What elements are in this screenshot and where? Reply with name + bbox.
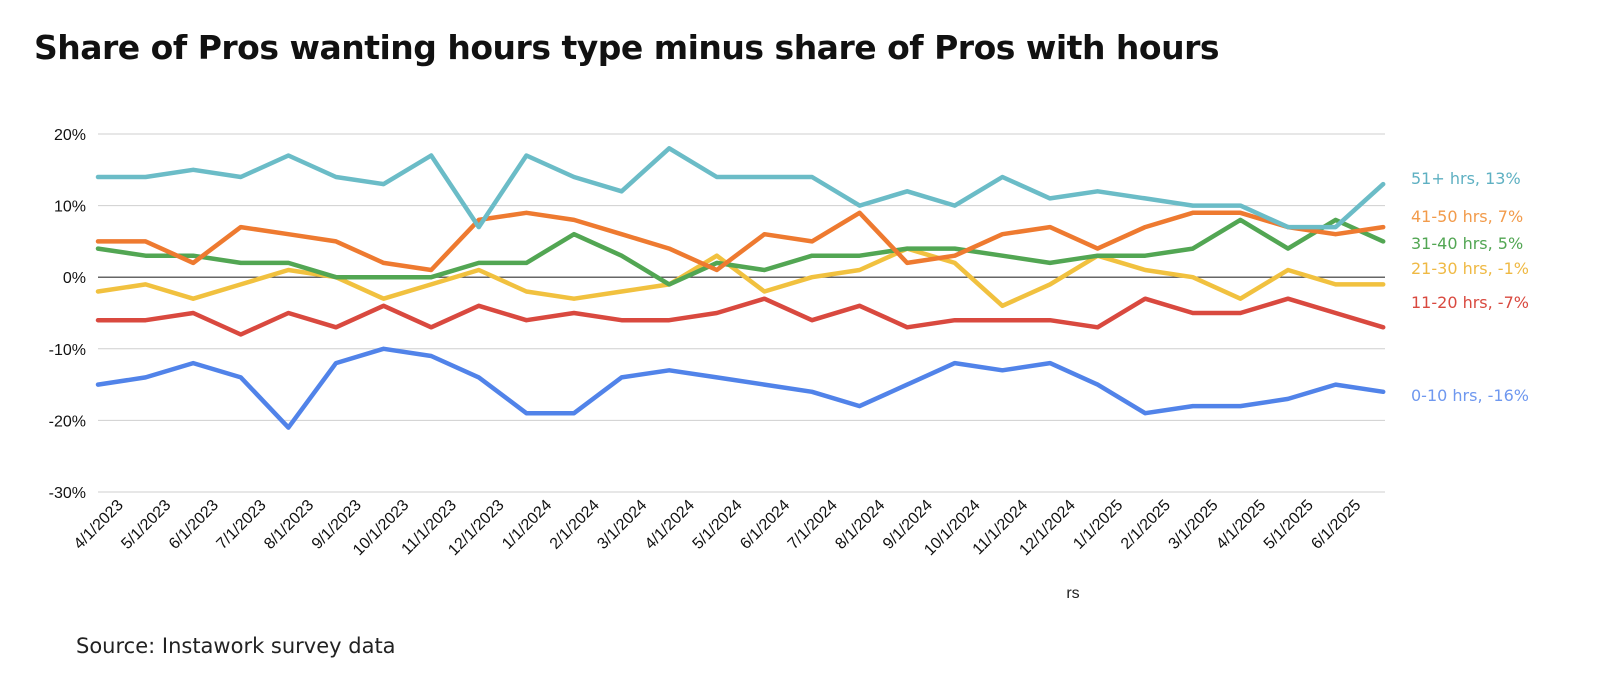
source-note: Source: Instawork survey data [76,634,396,658]
x-tick-label: 6/1/2025 [1308,497,1364,553]
series-end-label: 11-20 hrs, -7% [1411,293,1529,312]
x-tick-label: 7/1/2024 [785,497,841,553]
series-end-label: 21-30 hrs, -1% [1411,259,1529,278]
y-axis-ticks: 20% 10% 0% -10% -20% -30% [49,127,86,502]
y-tick-label: 20% [54,127,86,144]
gridlines [98,133,1385,493]
y-tick-label: -20% [49,413,86,430]
y-tick-label: -10% [49,342,86,359]
x-tick-label: 5/1/2024 [690,497,746,553]
series-line-31-40-hrs [95,217,1386,287]
x-tick-label: 6/1/2023 [166,497,222,553]
series-end-label: 31-40 hrs, 5% [1411,234,1523,253]
x-tick-label: 1/1/2025 [1070,497,1126,553]
x-tick-label: 7/1/2023 [214,497,270,553]
x-tick-label: 4/1/2024 [642,497,698,553]
x-tick-label: 3/1/2024 [594,497,650,553]
x-tick-label: 1/1/2024 [499,497,555,553]
series-line-11-20-hrs [95,296,1386,337]
x-tick-label: 4/1/2025 [1213,497,1269,553]
x-tick-label: 8/1/2023 [261,497,317,553]
x-axis-ticks: 4/1/20235/1/20236/1/20237/1/20238/1/2023… [71,497,1365,559]
series-end-labels: 0-10 hrs, -16% 11-20 hrs, -7% 21-30 hrs, -… [1411,169,1529,405]
x-tick-label: 4/1/2023 [71,497,127,553]
x-tick-label: 6/1/2024 [737,497,793,553]
series-line-41-50-hrs [95,210,1386,273]
x-tick-label: 8/1/2024 [832,497,888,553]
series-lines [95,146,1386,430]
x-tick-label: 5/1/2025 [1261,497,1317,553]
series-end-label: 0-10 hrs, -16% [1411,386,1529,405]
y-tick-label: 10% [54,199,86,216]
x-tick-label: 3/1/2025 [1166,497,1222,553]
series-line-0-10-hrs [95,346,1386,430]
series-line-21-30-hrs [95,246,1386,309]
chart-title: Share of Pros wanting hours type minus s… [34,28,1220,67]
x-tick-label: 2/1/2024 [547,497,603,553]
y-tick-label: -30% [49,485,86,502]
y-tick-label: 0% [63,270,86,287]
x-axis-label: rs [1066,585,1079,602]
series-end-label: 41-50 hrs, 7% [1411,207,1523,226]
x-tick-label: 5/1/2023 [118,497,174,553]
x-tick-label: 2/1/2025 [1118,497,1174,553]
series-end-label: 51+ hrs, 13% [1411,169,1521,188]
series-line-51-hrs [95,146,1386,230]
